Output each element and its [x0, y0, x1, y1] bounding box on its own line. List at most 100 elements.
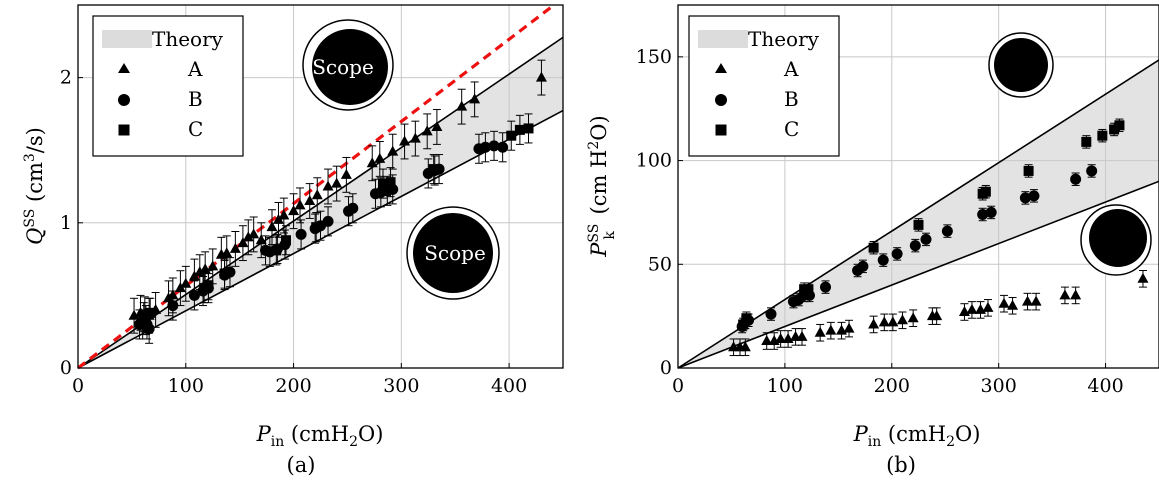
data-point-B: [877, 254, 889, 266]
data-point-A: [431, 120, 443, 131]
data-point-A: [814, 326, 826, 337]
x-tick-label: 100: [168, 375, 204, 397]
data-point-C: [913, 219, 924, 230]
data-point-A: [294, 199, 306, 210]
data-point-A: [1070, 289, 1082, 300]
data-point-A: [331, 177, 343, 188]
data-point-C: [145, 307, 156, 318]
legend-label-B-a: B: [188, 87, 203, 111]
data-point-B: [322, 215, 334, 227]
data-point-B: [920, 233, 932, 245]
data-point-A: [266, 221, 278, 232]
data-point-C: [271, 245, 282, 256]
data-point-C: [1114, 120, 1125, 131]
data-point-C: [281, 235, 292, 246]
legend-label-A-a: A: [187, 57, 203, 81]
x-tick-label: 200: [275, 375, 311, 397]
legend-label-C-a: C: [188, 117, 203, 141]
data-point-A: [1022, 295, 1034, 306]
tick-labels-a: 0 100 200 300 400 0 1 2: [60, 67, 527, 397]
data-point-C: [203, 280, 214, 291]
legend-circle-icon-b: [715, 94, 727, 106]
data-point-A: [982, 301, 994, 312]
data-point-A: [878, 316, 890, 327]
data-point-A: [409, 132, 421, 143]
data-point-B: [891, 248, 903, 260]
data-point-A: [535, 71, 547, 82]
x-tick-label: 200: [874, 375, 910, 397]
data-point-A: [237, 237, 249, 248]
tick-labels-b: 0 100 200 300 400 0 50 100 150: [636, 46, 1124, 397]
theory-boundary-line: [677, 59, 1159, 369]
data-point-A: [1059, 289, 1071, 300]
data-point-A: [1137, 272, 1149, 283]
data-point-A: [221, 247, 233, 258]
y-axis-label-a: QSS (cm3/s): [22, 127, 47, 245]
legend-b: Theory A B C: [688, 15, 840, 157]
data-point-C: [385, 177, 396, 188]
legend-triangle-icon-a: [118, 63, 130, 73]
legend-square-icon-a: [118, 124, 130, 136]
data-point-A: [278, 209, 290, 220]
data-point-C: [506, 130, 517, 141]
theory-lines-b: [677, 59, 1159, 369]
data-point-B: [985, 206, 997, 218]
data-point-C: [1097, 130, 1108, 141]
data-point-A: [180, 277, 192, 288]
y-tick-label: 150: [636, 46, 672, 68]
data-point-C: [523, 123, 534, 134]
y-tick-label: 0: [660, 357, 672, 379]
scope-marker-top: Scope: [302, 19, 394, 111]
theory-boundary-line: [677, 180, 1159, 369]
caption-b: (b): [886, 453, 916, 477]
data-point-A: [242, 231, 254, 242]
legend-label-A-b: A: [783, 57, 799, 81]
x-tick-label: 0: [72, 375, 84, 397]
data-point-A: [761, 335, 773, 346]
y-axis-label-b: PSSk (cm H2O): [586, 115, 618, 257]
x-tick-label: 300: [981, 375, 1017, 397]
scope-label-top: Scope: [312, 55, 374, 79]
data-point-C: [1081, 136, 1092, 147]
data-point-B: [497, 141, 509, 153]
data-point-C: [140, 315, 151, 326]
x-tick-label: 400: [491, 375, 527, 397]
data-point-B: [1028, 190, 1040, 202]
legend-label-B-b: B: [784, 87, 799, 111]
y-tick-label: 0: [60, 357, 72, 379]
data-point-B: [1070, 173, 1082, 185]
data-point-B: [765, 308, 777, 320]
data-point-A: [456, 100, 468, 111]
data-point-B: [941, 225, 953, 237]
data-point-A: [207, 260, 219, 271]
legend-triangle-icon-b: [715, 63, 727, 73]
data-point-A: [931, 310, 943, 321]
data-point-C: [868, 242, 879, 253]
data-point-C: [428, 164, 439, 175]
data-point-A: [374, 152, 386, 163]
data-point-A: [1007, 299, 1019, 310]
data-point-B: [857, 260, 869, 272]
legend-a: Theory A B C: [92, 15, 244, 157]
data-point-B: [479, 141, 491, 153]
data-point-A: [998, 297, 1010, 308]
legend-label-C-b: C: [784, 117, 799, 141]
caption-a: (a): [287, 453, 316, 477]
data-point-A: [907, 312, 919, 323]
data-point-A: [255, 234, 267, 245]
data-point-A: [1030, 295, 1042, 306]
data-point-A: [469, 93, 481, 104]
legend-band-swatch-b: [698, 30, 748, 48]
data-point-A: [399, 135, 411, 146]
data-point-B: [1086, 165, 1098, 177]
data-point-A: [248, 228, 260, 239]
dashed-fit-line: [77, 3, 556, 370]
legend-label-theory-b: Theory: [748, 27, 820, 51]
plot-frame-b: [677, 4, 1159, 369]
x-axis-label-a: Pin (cmH2O): [256, 422, 384, 450]
data-point-A: [966, 303, 978, 314]
data-point-C: [514, 124, 525, 135]
x-tick-label: 100: [767, 375, 803, 397]
legend-band-swatch-a: [102, 30, 152, 48]
